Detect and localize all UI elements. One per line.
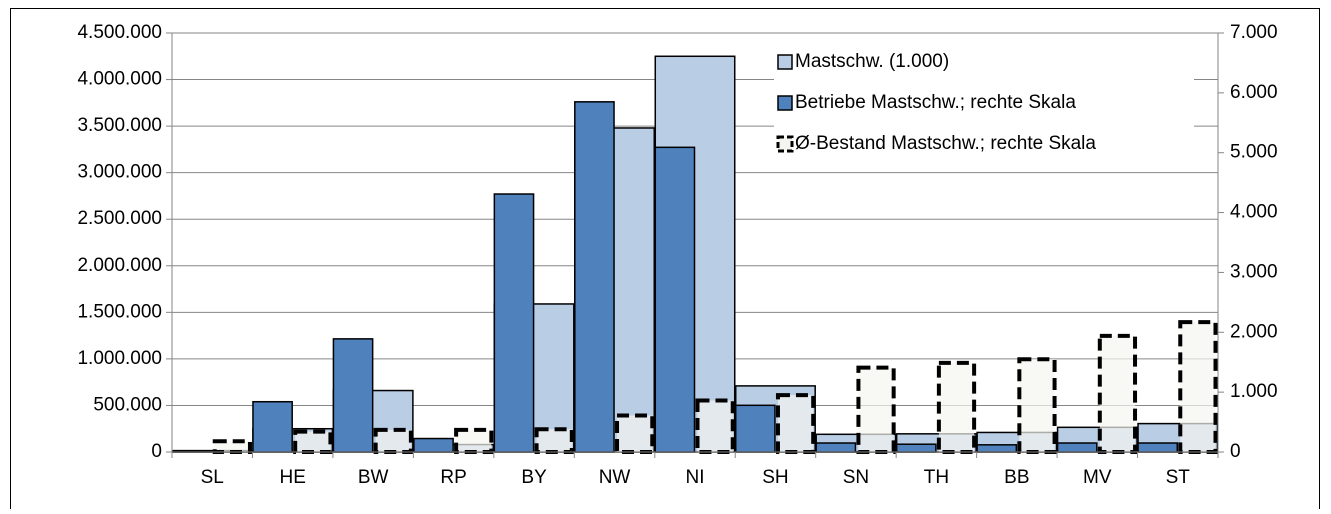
x-tick-label: RP <box>440 467 466 488</box>
bar <box>1178 320 1218 454</box>
y2-tick-label: 1.000 <box>1230 381 1278 402</box>
y-tick-label: 4.000.000 <box>77 69 162 90</box>
legend-swatch <box>777 54 793 70</box>
legend-swatch <box>777 95 793 111</box>
y-tick-label: 500.000 <box>93 394 162 415</box>
bar <box>815 442 857 453</box>
legend-label: Mastschw. (1.000) <box>795 51 949 72</box>
x-tick-label: NW <box>599 467 631 488</box>
x-tick-label: TH <box>924 467 949 488</box>
bar <box>212 439 252 454</box>
bar <box>252 400 293 453</box>
y2-tick-label: 6.000 <box>1230 82 1278 103</box>
y2-tick-label: 5.000 <box>1230 142 1278 163</box>
y-tick-label: 4.500.000 <box>77 22 162 43</box>
x-tick-label: BY <box>521 467 547 488</box>
bar <box>775 393 816 454</box>
bar <box>856 365 896 455</box>
x-tick-label: SL <box>201 467 224 488</box>
bar <box>493 193 535 453</box>
x-tick-label: BB <box>1004 467 1029 488</box>
bar <box>574 101 615 453</box>
legend-label: Betriebe Mastschw.; rechte Skala <box>795 92 1076 113</box>
y2-tick-label: 7.000 <box>1230 22 1278 43</box>
y2-tick-label: 4.000 <box>1230 202 1278 223</box>
legend-box <box>774 46 1194 171</box>
y-tick-label: 3.000.000 <box>77 162 162 183</box>
x-tick-label: ST <box>1166 467 1191 488</box>
y-tick-label: 2.500.000 <box>77 208 162 229</box>
y-tick-label: 3.500.000 <box>77 115 162 136</box>
bar <box>734 404 776 453</box>
y2-tick-label: 2.000 <box>1230 321 1278 342</box>
legend-swatch <box>776 135 794 153</box>
y2-tick-label: 3.000 <box>1230 261 1278 282</box>
y-tick-label: 1.000.000 <box>77 348 162 369</box>
y-tick-label: 1.500.000 <box>77 301 162 322</box>
x-tick-label: SH <box>762 467 788 488</box>
bar <box>293 429 333 454</box>
bar <box>695 398 735 454</box>
legend-label: Ø-Bestand Mastschw.; rechte Skala <box>795 133 1096 154</box>
bar <box>332 338 374 453</box>
bar <box>936 360 977 455</box>
bar <box>1056 442 1098 453</box>
bar <box>454 427 494 454</box>
bar <box>976 444 1018 453</box>
legend: Mastschw. (1.000) Betriebe Mastschw.; rec… <box>774 46 1194 171</box>
x-tick-label: BW <box>358 467 389 488</box>
y-tick-label: 0 <box>151 441 162 462</box>
bar <box>895 443 937 453</box>
bar <box>1137 442 1179 453</box>
y2-tick-label: 0 <box>1230 441 1241 462</box>
bar <box>615 413 655 455</box>
x-tick-label: SN <box>843 467 869 488</box>
bar <box>1017 357 1057 455</box>
x-tick-label: MV <box>1083 467 1112 488</box>
bar <box>534 427 574 454</box>
bar <box>373 427 413 454</box>
bar <box>1097 333 1138 454</box>
x-tick-label: NI <box>686 467 705 488</box>
bar <box>413 437 454 453</box>
x-tick-label: HE <box>279 467 305 488</box>
bar <box>654 146 696 453</box>
y-tick-label: 2.000.000 <box>77 255 162 276</box>
